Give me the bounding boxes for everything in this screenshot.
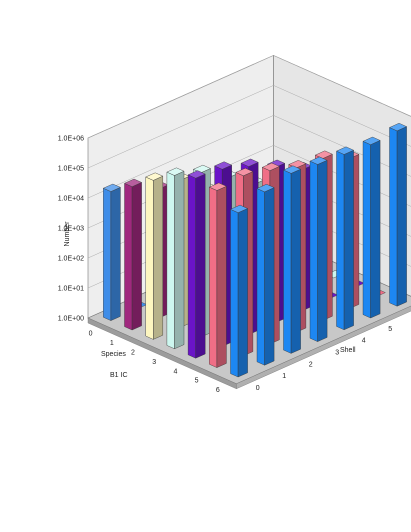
z-tick-label: 1.0E+01 xyxy=(58,286,84,293)
bar xyxy=(102,183,121,321)
bars xyxy=(102,122,408,378)
bar-face-top xyxy=(124,178,143,187)
bar xyxy=(256,183,275,366)
bar-face-front xyxy=(103,187,112,321)
bar-face-side xyxy=(216,185,227,368)
bar-face-side xyxy=(290,168,301,354)
bar-face-top xyxy=(240,158,259,167)
bar-face-top xyxy=(145,172,164,181)
bar-face-top xyxy=(362,136,381,145)
z-tick-label: 1.0E+02 xyxy=(58,256,84,263)
bar-face-front xyxy=(230,208,239,378)
species-tick-label: 6 xyxy=(216,387,220,394)
bar-face-top xyxy=(389,122,408,132)
z-tick-label: 1.0E+06 xyxy=(58,136,84,143)
shell-axis-label: Shell xyxy=(340,347,356,354)
bar-face-front xyxy=(145,176,154,340)
bar xyxy=(389,122,408,307)
bar-face-top xyxy=(309,156,328,165)
bar-face-side xyxy=(174,170,185,350)
bar-face-front xyxy=(336,150,345,331)
species-tick-label: 4 xyxy=(173,368,177,375)
bar-face-side xyxy=(110,186,121,321)
z-tick-label: 1.0E+04 xyxy=(58,196,84,203)
z-tick-labels: 1.0E+00 1.0E+01 1.0E+02 1.0E+03 1.0E+04 1.0E+… xyxy=(58,136,84,323)
bar-face-top xyxy=(166,167,185,176)
bar xyxy=(336,146,355,331)
bar-face-front xyxy=(209,186,218,368)
floor-edge-right xyxy=(236,305,411,390)
bar-face-front xyxy=(124,182,133,331)
bar xyxy=(124,178,143,331)
bar xyxy=(145,172,164,340)
bar-face-top xyxy=(187,170,206,179)
bar-face-front xyxy=(389,127,398,307)
bar-face-front xyxy=(166,171,175,350)
species-tick-label: 3 xyxy=(152,359,156,366)
bar xyxy=(187,170,206,359)
bar-face-front xyxy=(283,169,292,354)
shell-tick-label: 2 xyxy=(309,361,313,368)
species-tick-label: 1 xyxy=(110,340,114,347)
bar-face-side xyxy=(370,140,381,319)
z-axis-label: Number xyxy=(64,221,71,247)
bar-face-top xyxy=(261,162,280,171)
species-tick-label: 5 xyxy=(195,378,199,385)
bar-face-front xyxy=(256,188,265,366)
species-axis-label-2: B1 IC xyxy=(110,372,128,379)
z-tick-label: 1.0E+00 xyxy=(58,316,84,323)
bar xyxy=(309,156,328,342)
bar-face-side xyxy=(396,126,407,307)
species-tick-labels: 0 1 2 3 4 5 6 xyxy=(89,331,220,394)
bar-face-side xyxy=(131,182,142,331)
gridline xyxy=(87,85,411,169)
species-axis-label: Species xyxy=(101,351,126,358)
z-tick-label: 1.0E+03 xyxy=(58,226,84,233)
bar-face-side xyxy=(237,208,248,378)
shell-tick-label: 4 xyxy=(362,338,366,345)
gridline xyxy=(87,55,411,139)
bar-face-front xyxy=(362,140,371,319)
bar-face-top xyxy=(102,183,121,192)
shell-tick-label: 1 xyxy=(282,373,286,380)
bar-face-top xyxy=(230,204,249,213)
bar-face-top xyxy=(235,167,254,177)
bar xyxy=(283,165,302,354)
bar-face-top xyxy=(208,182,227,191)
shell-tick-label: 5 xyxy=(388,326,392,333)
species-tick-label: 0 xyxy=(89,331,93,338)
bar xyxy=(230,204,249,378)
bar-face-top xyxy=(283,165,302,174)
z-tick-label: 1.0E+05 xyxy=(58,166,84,173)
bar-face-side xyxy=(317,159,328,342)
bar-face-top xyxy=(214,161,233,170)
bar xyxy=(166,167,185,350)
shell-tick-label: 0 xyxy=(256,385,260,392)
bar-face-side xyxy=(343,149,354,331)
species-tick-label: 2 xyxy=(131,350,135,357)
shell-tick-label: 3 xyxy=(335,350,339,357)
bar-face-top xyxy=(256,183,275,193)
bar-face-side xyxy=(195,173,206,359)
bar-face-front xyxy=(187,174,196,359)
bar-face-top xyxy=(336,146,355,155)
bar xyxy=(208,182,227,368)
bar-face-front xyxy=(309,160,318,342)
bar-face-side xyxy=(264,187,275,366)
bar xyxy=(362,136,381,319)
bar-face-side xyxy=(153,175,164,340)
